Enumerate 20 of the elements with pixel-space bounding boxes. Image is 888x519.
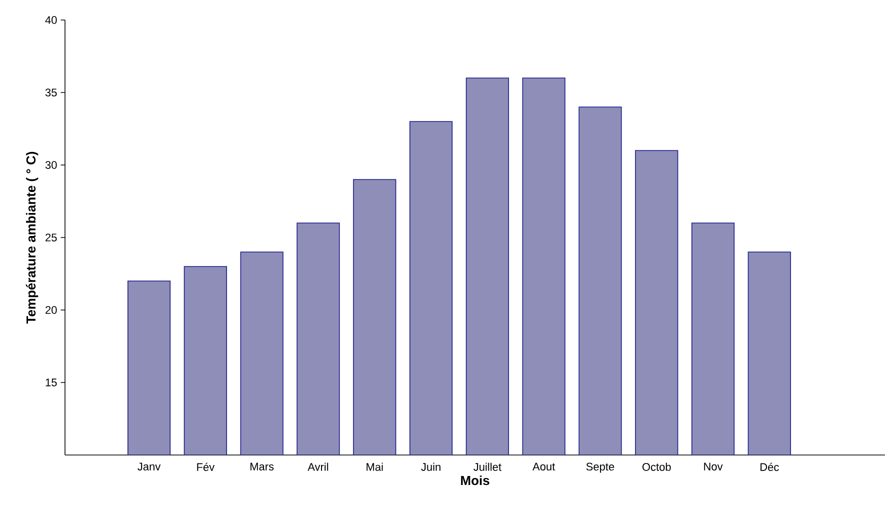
y-tick-label: 20 [46,306,57,314]
x-tick-label: Nov [704,462,723,470]
y-tick-label: 35 [45,88,57,96]
y-tick-label: 40 [45,16,57,24]
x-tick-label: Mars [250,462,274,470]
x-tick-label: Fév [197,462,215,471]
x-axis-title: Mois [461,476,490,486]
x-tick-label: Janv [138,462,161,470]
x-tick-label: Mai [366,462,383,471]
y-tick-label: 15 [46,378,57,386]
y-tick-label: 25 [46,234,57,242]
x-tick-label: Aout [532,462,556,470]
y-axis-title: Température ambiante ( ° C) [26,152,38,324]
x-tick-label: Juin [421,462,440,471]
x-tick-label: Juillet [474,462,502,471]
x-tick-label: Septe [586,462,614,473]
x-tick-label: Octob [642,462,671,471]
x-tick-label: Déc [760,462,779,471]
y-tick-label: 30 [45,161,57,169]
x-tick-label: Avril [308,462,328,471]
